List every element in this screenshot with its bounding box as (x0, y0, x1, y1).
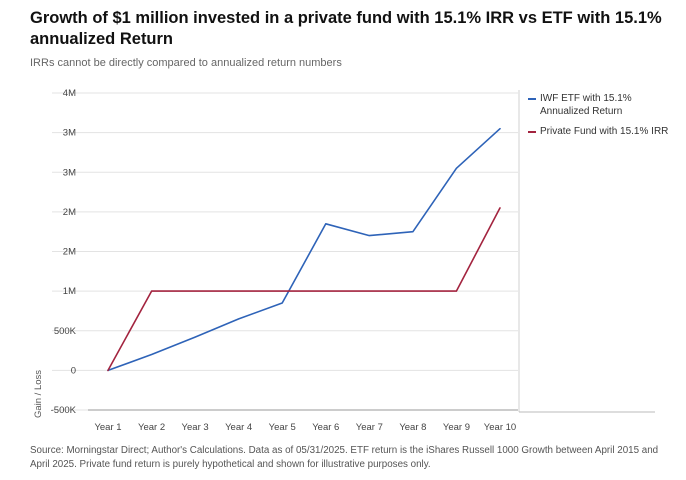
legend: IWF ETF with 15.1% Annualized Return Pri… (528, 92, 678, 145)
y-tick-label: 0 (71, 365, 76, 376)
legend-swatch-etf (528, 98, 536, 100)
x-tick-label: Year 9 (443, 422, 470, 433)
y-axis-label: Gain / Loss (33, 370, 44, 418)
chart-subtitle: IRRs cannot be directly compared to annu… (30, 57, 342, 69)
y-tick-label: 1M (63, 286, 76, 297)
legend-swatch-private-fund (528, 131, 536, 133)
x-tick-label: Year 2 (138, 422, 165, 433)
y-tick-label: -500K (51, 405, 77, 416)
y-tick-label: 2M (63, 247, 76, 258)
legend-label-etf: IWF ETF with 15.1% Annualized Return (540, 93, 632, 117)
y-tick-label: 2M (63, 207, 76, 218)
legend-label-private-fund: Private Fund with 15.1% IRR (540, 126, 669, 137)
x-tick-label: Year 1 (94, 422, 121, 433)
series-line-0 (107, 127, 501, 372)
x-tick-label: Year 3 (182, 422, 209, 433)
y-tick-label: 3M (63, 128, 76, 139)
y-tick-label: 500K (54, 326, 77, 337)
source-note: Source: Morningstar Direct; Author's Cal… (30, 445, 659, 470)
x-tick-label: Year 7 (356, 422, 383, 433)
x-tick-label: Year 4 (225, 422, 252, 433)
series-line-1 (107, 207, 501, 372)
chart-title: Growth of $1 million invested in a priva… (30, 9, 662, 48)
line-chart: -500K 0 500K 1M 2M 2M 3M 3M 4M Year 1 Year 2 Year 3… (33, 88, 655, 433)
x-tick-label: Year 8 (399, 422, 426, 433)
legend-item-etf: IWF ETF with 15.1% Annualized Return (528, 92, 678, 118)
x-tick-label: Year 6 (312, 422, 339, 433)
y-tick-label: 3M (63, 167, 76, 178)
legend-item-private-fund: Private Fund with 15.1% IRR (528, 125, 678, 138)
x-tick-label: Year 5 (269, 422, 296, 433)
x-tick-label: Year 10 (484, 422, 516, 433)
y-tick-label: 4M (63, 88, 76, 99)
